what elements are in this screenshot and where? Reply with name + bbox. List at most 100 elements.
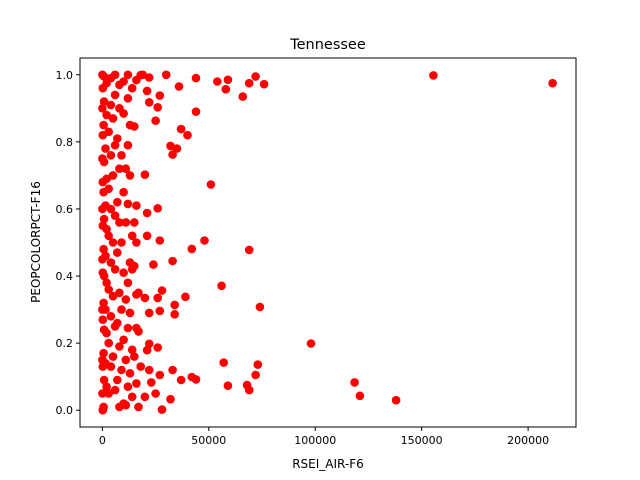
data-point: [98, 221, 108, 230]
data-point: [170, 300, 179, 310]
data-point: [123, 323, 133, 333]
data-point: [144, 308, 154, 318]
data-point: [355, 391, 365, 401]
data-point: [99, 214, 109, 224]
data-point: [117, 151, 126, 160]
data-point: [104, 285, 113, 294]
data-point: [98, 355, 107, 365]
data-point: [98, 254, 107, 264]
data-point: [98, 70, 107, 80]
data-point: [115, 402, 124, 412]
data-point: [108, 171, 118, 180]
data-point: [132, 75, 141, 85]
plot-frame: [79, 57, 577, 428]
data-point: [183, 130, 192, 140]
data-point: [200, 236, 209, 245]
data-point: [125, 308, 135, 318]
data-point: [140, 293, 150, 303]
y-tick-label: 0.6: [56, 203, 74, 216]
data-point: [251, 72, 260, 81]
data-point: [134, 402, 143, 412]
data-point: [99, 348, 108, 358]
data-point: [151, 116, 160, 125]
data-point: [153, 103, 162, 112]
y-tick-label: 0.0: [56, 404, 74, 417]
x-axis-label: RSEI_AIR-F6: [292, 457, 364, 471]
data-point: [123, 94, 133, 103]
data-point: [101, 144, 110, 153]
x-axis-ticks: 0 50000 100000 150000 200000: [99, 427, 549, 447]
data-point: [123, 140, 133, 150]
data-point: [121, 355, 131, 365]
data-point: [113, 375, 122, 385]
data-point: [166, 394, 175, 404]
data-point: [125, 369, 135, 378]
data-point: [155, 91, 165, 100]
data-points: [98, 70, 557, 415]
data-point: [132, 379, 141, 388]
x-tick-label: 100000: [294, 434, 336, 447]
data-point: [130, 218, 139, 227]
data-point: [244, 245, 254, 255]
data-point: [244, 78, 254, 88]
data-point: [99, 375, 109, 385]
data-point: [166, 141, 175, 151]
data-point: [187, 372, 197, 382]
x-tick-label: 50000: [191, 434, 226, 447]
data-point: [153, 293, 162, 303]
chart-title: Tennessee: [289, 37, 366, 53]
data-point: [134, 327, 143, 336]
data-point: [98, 154, 107, 163]
data-point: [429, 71, 438, 80]
data-point: [117, 305, 126, 314]
data-point: [151, 389, 160, 398]
data-point: [106, 151, 116, 160]
data-point: [176, 124, 186, 134]
data-point: [161, 70, 171, 80]
data-point: [113, 134, 122, 143]
data-point: [191, 73, 201, 83]
data-point: [98, 389, 107, 398]
data-point: [548, 78, 557, 88]
data-point: [104, 389, 113, 398]
data-point: [125, 171, 135, 180]
data-point: [123, 70, 133, 80]
data-point: [117, 238, 126, 247]
data-point: [219, 358, 228, 367]
data-point: [108, 352, 118, 361]
data-point: [121, 218, 131, 227]
data-point: [221, 84, 231, 94]
data-point: [110, 90, 120, 100]
data-point: [174, 82, 184, 91]
y-axis-label: PEOPCOLORPCT-F16: [29, 181, 43, 303]
data-point: [99, 244, 108, 254]
data-point: [98, 315, 108, 325]
data-point: [391, 395, 401, 405]
data-point: [123, 199, 133, 209]
data-point: [142, 86, 152, 96]
data-point: [102, 278, 111, 288]
data-point: [98, 104, 107, 113]
data-point: [181, 292, 190, 302]
data-point: [113, 197, 122, 207]
data-point: [170, 310, 179, 319]
data-point: [119, 268, 128, 278]
data-point: [110, 265, 120, 274]
data-point: [121, 295, 131, 304]
data-point: [99, 97, 109, 106]
data-point: [223, 381, 233, 391]
x-tick-label: 0: [99, 434, 106, 447]
data-point: [176, 375, 186, 385]
data-point: [153, 343, 162, 352]
data-point: [119, 335, 128, 345]
data-point: [117, 365, 126, 375]
data-point: [255, 302, 265, 312]
data-point: [125, 258, 135, 267]
data-point: [142, 208, 152, 218]
data-point: [350, 378, 359, 387]
data-point: [115, 80, 124, 90]
data-point: [134, 288, 143, 298]
data-point: [142, 345, 152, 355]
x-tick-label: 200000: [507, 434, 549, 447]
